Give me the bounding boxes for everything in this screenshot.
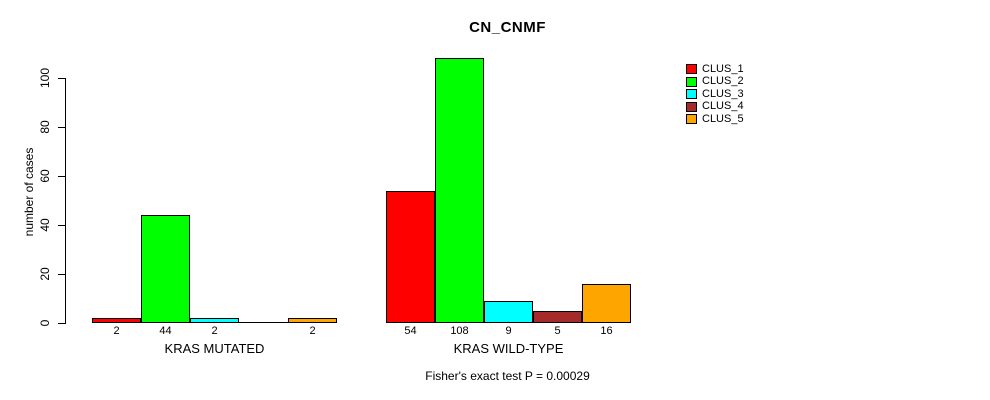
bar-value-label: 9 (505, 325, 512, 337)
bar-clus_5 (582, 284, 631, 323)
bar-value-label: 108 (450, 325, 469, 337)
legend-label: CLUS_4 (702, 100, 744, 113)
group-label: KRAS WILD-TYPE (453, 341, 564, 356)
bar-value-label: 54 (404, 325, 417, 337)
bar-clus_4 (239, 322, 288, 323)
legend-swatch-icon (686, 76, 697, 87)
bar-value-label: 5 (554, 325, 561, 337)
bar-clus_1 (92, 318, 141, 323)
bar-clus_3 (190, 318, 239, 323)
group-label: KRAS MUTATED (164, 341, 265, 356)
y-tick (58, 176, 65, 177)
bar-clus_2 (141, 215, 190, 323)
legend-entry: CLUS_5 (686, 113, 744, 126)
y-tick (58, 323, 65, 324)
y-tick (58, 127, 65, 128)
legend-entry: CLUS_1 (686, 63, 744, 76)
bar-clus_2 (435, 58, 484, 323)
legend-entry: CLUS_4 (686, 101, 744, 114)
legend: CLUS_1 CLUS_2 CLUS_3 CLUS_4 CLUS_5 (686, 63, 744, 126)
legend-entry: CLUS_2 (686, 76, 744, 89)
legend-swatch-icon (686, 114, 697, 125)
legend-label: CLUS_5 (702, 112, 744, 125)
bar-value-label: 16 (600, 325, 613, 337)
bar-value-label: 2 (113, 325, 120, 337)
y-tick (58, 78, 65, 79)
y-tick (58, 225, 65, 226)
legend-swatch-icon (686, 101, 697, 112)
bar-clus_1 (386, 191, 435, 323)
bar-clus_5 (288, 318, 337, 323)
legend-swatch-icon (686, 89, 697, 100)
y-axis-line (65, 78, 66, 324)
legend-entry: CLUS_3 (686, 88, 744, 101)
bar-value-label: 2 (211, 325, 218, 337)
legend-label: CLUS_3 (702, 87, 744, 100)
legend-label: CLUS_1 (702, 62, 744, 75)
y-tick (58, 274, 65, 275)
legend-label: CLUS_2 (702, 75, 744, 88)
legend-swatch-icon (686, 64, 697, 75)
bar-clus_4 (533, 311, 582, 323)
bar-value-label: 44 (159, 325, 172, 337)
fisher-test-annotation: Fisher's exact test P = 0.00029 (425, 369, 590, 383)
bar-clus_3 (484, 301, 533, 323)
chart-title: CN_CNMF (469, 19, 546, 36)
bar-value-label: 2 (309, 325, 316, 337)
